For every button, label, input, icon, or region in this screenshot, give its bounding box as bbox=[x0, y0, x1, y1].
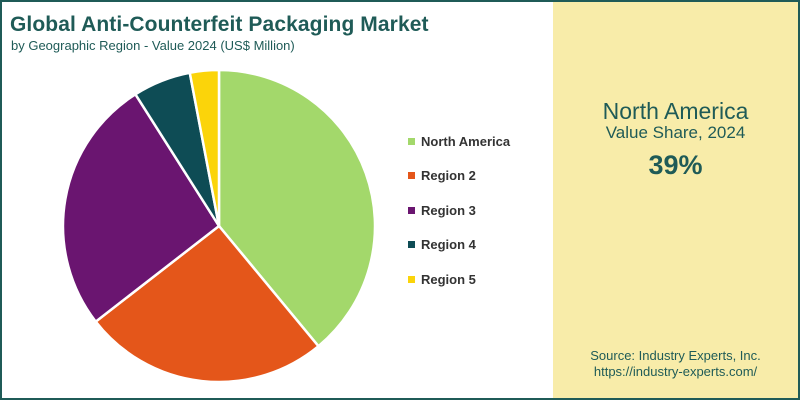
pie-slice-north-america bbox=[217, 68, 377, 348]
pie-chart bbox=[61, 68, 377, 384]
highlight-region-name: North America bbox=[602, 98, 749, 124]
legend-item-region-3: Region 3 bbox=[408, 201, 548, 219]
legend-label: Region 4 bbox=[421, 237, 476, 253]
legend-swatch bbox=[408, 172, 415, 180]
source-url: https://industry-experts.com/ bbox=[593, 364, 758, 379]
pie-slices bbox=[61, 68, 377, 384]
highlight-panel: North America Value Share, 2024 39% Sour… bbox=[553, 2, 798, 398]
legend-item-region-4: Region 4 bbox=[408, 236, 548, 254]
chart-title: Global Anti-Counterfeit Packaging Market bbox=[10, 13, 429, 36]
highlight-share-value: 39% bbox=[648, 150, 703, 180]
legend-label: North America bbox=[421, 133, 511, 149]
legend-swatch bbox=[408, 241, 415, 249]
pie-slice-region-2 bbox=[93, 224, 321, 384]
highlight-caption: Value Share, 2024 bbox=[605, 123, 746, 142]
chart-legend: North America Region 2 Region 3 Region 4 Reg… bbox=[408, 132, 548, 305]
pie-slice-region-3 bbox=[61, 92, 221, 324]
legend-item-region-2: Region 2 bbox=[408, 167, 548, 185]
legend-swatch bbox=[408, 275, 415, 283]
legend-label: Region 5 bbox=[421, 271, 476, 287]
pie-slice-region-5 bbox=[188, 68, 221, 227]
legend-label: Region 2 bbox=[421, 168, 476, 184]
legend-item-region-5: Region 5 bbox=[408, 270, 548, 288]
legend-swatch bbox=[408, 206, 415, 214]
legend-label: Region 3 bbox=[421, 202, 476, 218]
legend-swatch bbox=[408, 137, 415, 145]
source-credit: Source: Industry Experts, Inc. bbox=[590, 348, 761, 363]
chart-subtitle: by Geographic Region - Value 2024 (US$ M… bbox=[11, 38, 295, 53]
legend-item-north-america: North America bbox=[408, 132, 548, 150]
